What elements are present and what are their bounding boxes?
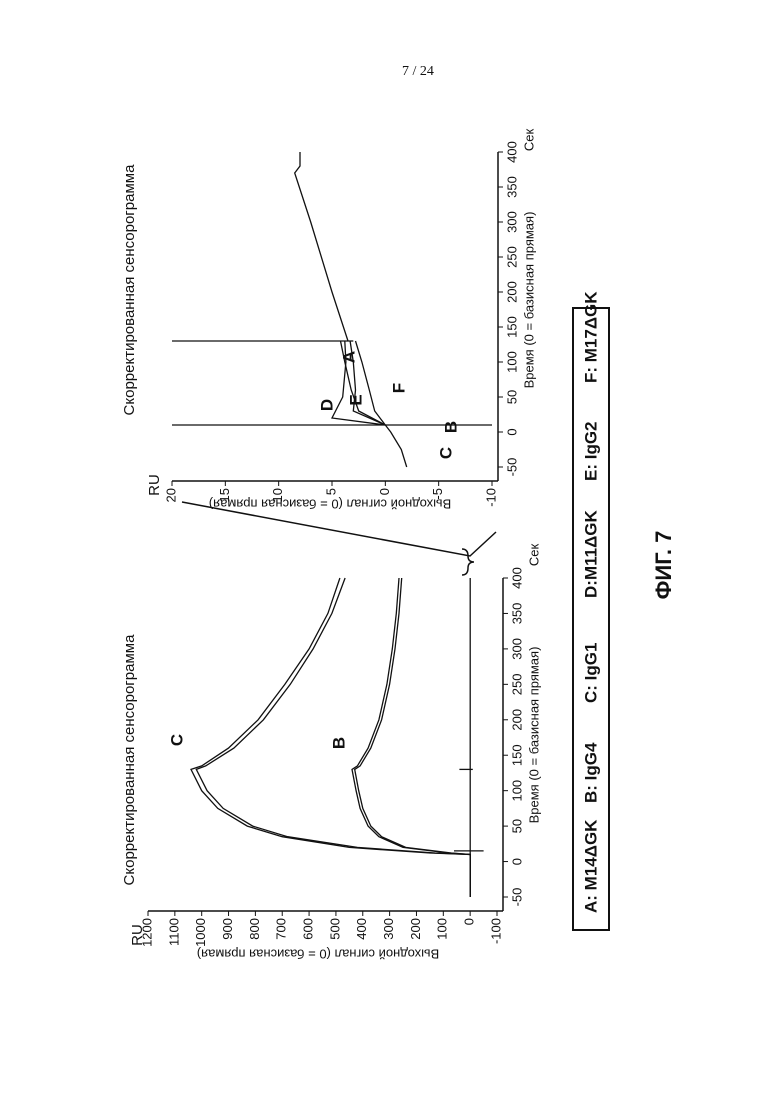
legend-item: E: IgG2 <box>581 421 600 481</box>
legend-item: B: IgG4 <box>581 742 600 803</box>
curve-label: C <box>436 447 455 459</box>
x-tick-label: 0 <box>509 858 524 865</box>
curve-label: D <box>317 399 336 411</box>
y-tick-label: 500 <box>327 918 342 940</box>
x-tick-label: 100 <box>504 351 519 373</box>
y-tick-label: 900 <box>220 918 235 940</box>
y-tick-label: -100 <box>488 918 503 944</box>
curve <box>295 152 348 341</box>
legend-item: C: IgG1 <box>581 643 600 703</box>
y-tick-label: 600 <box>301 918 316 940</box>
x-tick-label: 50 <box>504 390 519 404</box>
y-tick-label: 300 <box>381 918 396 940</box>
y-tick-label: 20 <box>163 488 178 502</box>
chart-title: Скорректированная сенсорограмма <box>121 164 138 416</box>
y-tick-label: 0 <box>462 918 477 925</box>
x-tick-label: -50 <box>504 458 519 477</box>
x-tick-label: 200 <box>504 281 519 303</box>
x-tick-label: 0 <box>504 428 519 435</box>
curve-label: F <box>389 383 408 393</box>
legend-item: F: M17ΔGK <box>581 291 600 383</box>
y-tick-label: 400 <box>354 918 369 940</box>
x-tick-label: 400 <box>504 141 519 163</box>
x-tick-label: 400 <box>509 567 524 589</box>
y-tick-label: 0 <box>377 488 392 495</box>
curve <box>385 425 406 467</box>
y-tick-label: 1100 <box>166 918 181 946</box>
legend-item: A: M14ΔGK <box>581 819 600 913</box>
legend-item: D:M11ΔGK <box>581 509 600 598</box>
y-tick-label: 700 <box>274 918 289 940</box>
x-tick-label: 250 <box>509 673 524 695</box>
y-tick-label: 800 <box>247 918 262 940</box>
curve-label: C <box>167 734 186 746</box>
x-tick-label: 300 <box>504 211 519 233</box>
figure-label: ФИГ. 7 <box>651 531 676 600</box>
chart-title: Скорректированная сенсорограмма <box>121 634 138 886</box>
y-axis-unit: RU <box>146 474 163 496</box>
x-tick-label: 150 <box>504 316 519 338</box>
x-axis-label: Время (0 = базисная прямая) <box>526 647 541 824</box>
y-tick-label: 5 <box>323 488 338 495</box>
page: 7 / 24 ФИГ. 7 A: M14ΔGK B: IgG4 C: IgG1 D:M… <box>0 0 780 1103</box>
rotated-figure: ФИГ. 7 A: M14ΔGK B: IgG4 C: IgG1 D:M11ΔGK E:… <box>121 129 676 962</box>
x-tick-label: 150 <box>509 744 524 766</box>
x-tick-label: 300 <box>509 638 524 660</box>
y-axis-label: Выходной сигнал (0 = базисная прямая) <box>197 947 439 962</box>
x-tick-label: 50 <box>509 819 524 833</box>
x-tick-label: 100 <box>509 780 524 802</box>
page-number: 7 / 24 <box>402 64 434 79</box>
x-axis-unit: Сек <box>526 544 541 567</box>
y-axis-unit: RU <box>129 924 146 946</box>
x-axis-label: Время (0 = базисная прямая) <box>521 212 536 389</box>
x-tick-label: 200 <box>509 709 524 731</box>
y-tick-label: 100 <box>435 918 450 940</box>
x-tick-label: 250 <box>504 246 519 268</box>
y-axis-label: Выходной сигнал (0 = базисная прямая) <box>209 497 451 512</box>
curve-label: B <box>329 737 348 749</box>
zoom-brace <box>462 549 474 575</box>
x-axis-unit: Сек <box>521 129 536 152</box>
x-tick-label: 350 <box>509 603 524 625</box>
curve-label: B <box>441 421 460 433</box>
x-tick-label: 350 <box>504 176 519 198</box>
x-tick-label: -50 <box>509 888 524 907</box>
y-tick-label: 200 <box>408 918 423 940</box>
y-tick-label: -10 <box>483 488 498 507</box>
y-tick-label: 1000 <box>193 918 208 947</box>
